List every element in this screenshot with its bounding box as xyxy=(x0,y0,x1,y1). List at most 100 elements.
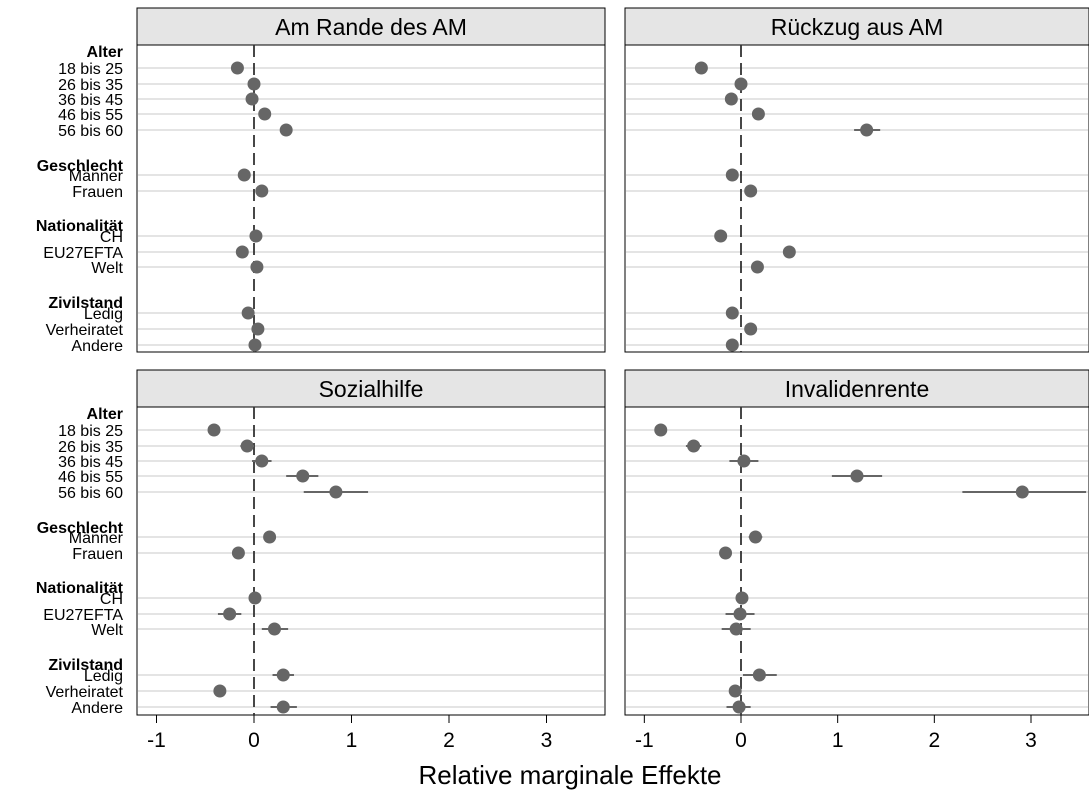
estimate-point xyxy=(735,591,749,605)
row-group-label: Alter xyxy=(87,44,123,61)
row-label: EU27EFTA xyxy=(43,607,123,624)
row-label: Welt xyxy=(91,622,123,639)
x-tick-label: 0 xyxy=(248,729,260,752)
row-label: 18 bis 25 xyxy=(58,61,123,78)
estimate-point xyxy=(237,168,251,182)
estimate-point xyxy=(687,439,701,453)
row-label: Andere xyxy=(71,700,123,717)
estimate-point xyxy=(255,454,269,468)
estimate-point xyxy=(279,123,293,137)
estimate-point xyxy=(725,306,739,320)
estimate-point xyxy=(744,322,758,336)
row-group-label: Geschlecht xyxy=(37,520,124,537)
x-tick-label: 1 xyxy=(832,729,844,752)
row-label: Verheiratet xyxy=(46,322,124,339)
row-label: EU27EFTA xyxy=(43,245,123,262)
estimate-point xyxy=(750,260,764,274)
estimate-point xyxy=(725,338,739,352)
x-tick-label: -1 xyxy=(147,729,166,752)
row-label: 36 bis 45 xyxy=(58,92,123,109)
estimate-point xyxy=(782,245,796,259)
row-group-label: Geschlecht xyxy=(37,158,124,175)
row-label: Frauen xyxy=(72,546,123,563)
row-group-label: Nationalität xyxy=(36,580,124,597)
estimate-point xyxy=(725,168,739,182)
estimate-point xyxy=(719,546,733,560)
estimate-point xyxy=(230,61,244,75)
row-label: 18 bis 25 xyxy=(58,423,123,440)
estimate-point xyxy=(850,469,864,483)
row-label: 46 bis 55 xyxy=(58,107,123,124)
estimate-point xyxy=(733,607,747,621)
plot-area xyxy=(624,406,1089,716)
row-label: 36 bis 45 xyxy=(58,454,123,471)
estimate-point xyxy=(235,245,249,259)
x-tick-label: 0 xyxy=(735,729,747,752)
row-label: Ledig xyxy=(84,668,123,685)
x-tick-label: 3 xyxy=(1025,729,1037,752)
row-label: Andere xyxy=(71,338,123,355)
estimate-point xyxy=(276,668,290,682)
row-group-label: Nationalität xyxy=(36,218,124,235)
panel-header xyxy=(624,369,1089,408)
row-label: Männer xyxy=(69,530,124,547)
estimate-point xyxy=(860,123,874,137)
row-group-label: Zivilstand xyxy=(48,657,123,674)
row-label: CH xyxy=(100,229,123,246)
estimate-point xyxy=(249,229,263,243)
row-label: Ledig xyxy=(84,306,123,323)
row-group-label: Alter xyxy=(87,406,123,423)
row-label: Männer xyxy=(69,168,124,185)
row-label: 46 bis 55 xyxy=(58,469,123,486)
estimate-point xyxy=(654,423,668,437)
row-label: 56 bis 60 xyxy=(58,123,123,140)
estimate-point xyxy=(241,306,255,320)
estimate-point xyxy=(329,485,343,499)
plot-area xyxy=(136,44,606,353)
row-group-label: Zivilstand xyxy=(48,295,123,312)
estimate-point xyxy=(258,107,272,121)
estimate-point xyxy=(276,700,290,714)
row-label: 26 bis 35 xyxy=(58,77,123,94)
panel-header xyxy=(136,369,606,408)
plot-area xyxy=(624,44,1089,353)
estimate-point xyxy=(267,622,281,636)
estimate-point xyxy=(247,77,261,91)
x-tick-label: -1 xyxy=(635,729,654,752)
estimate-point xyxy=(223,607,237,621)
estimate-point xyxy=(728,684,742,698)
estimate-point xyxy=(263,530,277,544)
panel-title: Invalidenrente xyxy=(785,376,930,402)
panel-header xyxy=(136,7,606,46)
estimate-point xyxy=(255,184,269,198)
estimate-point xyxy=(732,700,746,714)
row-label: 26 bis 35 xyxy=(58,439,123,456)
estimate-point xyxy=(694,61,708,75)
panel-title: Rückzug aus AM xyxy=(771,14,944,40)
estimate-point xyxy=(751,107,765,121)
row-label: Verheiratet xyxy=(46,684,124,701)
estimate-point xyxy=(724,92,738,106)
estimate-point xyxy=(248,338,262,352)
panel-title: Sozialhilfe xyxy=(319,376,424,402)
row-label: 56 bis 60 xyxy=(58,485,123,502)
estimate-point xyxy=(251,322,265,336)
x-tick-label: 2 xyxy=(928,729,940,752)
panel-title: Am Rande des AM xyxy=(275,14,467,40)
estimate-point xyxy=(744,184,758,198)
estimate-point xyxy=(752,668,766,682)
estimate-point xyxy=(213,684,227,698)
estimate-point xyxy=(749,530,762,544)
estimate-point xyxy=(245,92,259,106)
estimate-point xyxy=(737,454,751,468)
estimate-point xyxy=(714,229,728,243)
x-axis-title: Relative marginale Effekte xyxy=(418,760,721,790)
estimate-point xyxy=(207,423,221,437)
estimate-point xyxy=(248,591,262,605)
estimate-point xyxy=(1015,485,1029,499)
estimate-point xyxy=(240,439,254,453)
